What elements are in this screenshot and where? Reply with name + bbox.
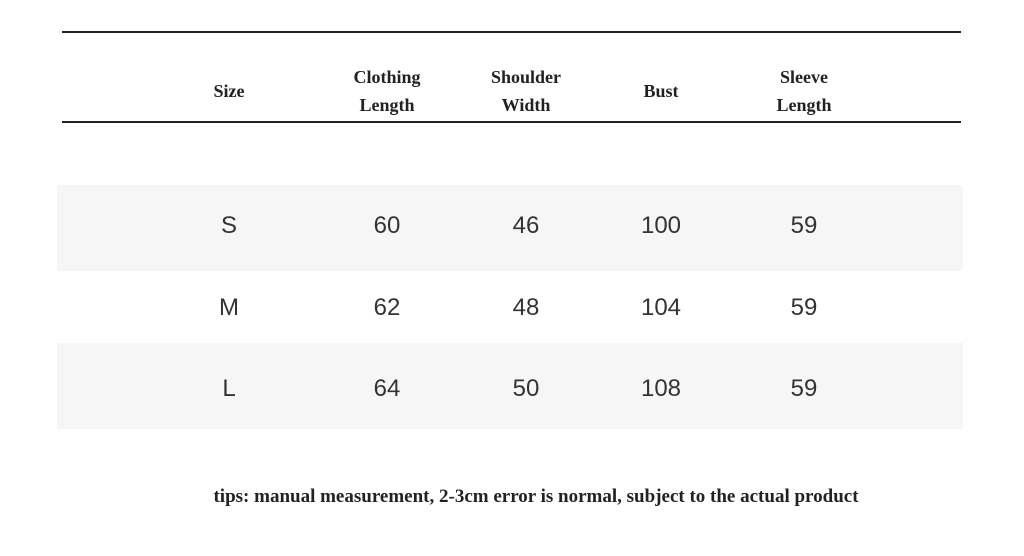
row-band (57, 271, 963, 343)
column-header: Clothing Length (332, 63, 442, 119)
table-cell: 108 (640, 375, 682, 402)
header-rule (62, 121, 961, 123)
table-cell: 59 (790, 294, 818, 321)
table-cell: 62 (373, 294, 401, 321)
column-header: Sleeve Length (749, 63, 859, 119)
table-cell: L (222, 375, 236, 402)
row-band (57, 343, 963, 429)
header-text: Sleeve Length (776, 67, 832, 115)
table-cell: 100 (640, 212, 682, 239)
header-text: Shoulder Width (490, 67, 562, 115)
table-cell: 104 (640, 294, 682, 321)
top-rule (62, 31, 961, 33)
row-band (57, 185, 963, 271)
header-text: Clothing Length (353, 67, 421, 115)
table-cell: 50 (512, 375, 540, 402)
table-cell: S (220, 212, 237, 239)
table-cell: 59 (790, 212, 818, 239)
column-header: Bust (606, 63, 716, 119)
table-cell: M (219, 294, 239, 321)
tips: tips: manual measurement, 2-3cm error is… (213, 486, 859, 507)
header-text: Bust (643, 81, 679, 101)
header-text: Size (213, 81, 245, 101)
table-cell: 64 (373, 375, 401, 402)
column-header: Size (174, 63, 284, 119)
table-cell: 46 (512, 212, 540, 239)
table-cell: 60 (373, 212, 401, 239)
column-header: Shoulder Width (471, 63, 581, 119)
table-cell: 48 (512, 294, 540, 321)
table-cell: 59 (790, 375, 818, 402)
